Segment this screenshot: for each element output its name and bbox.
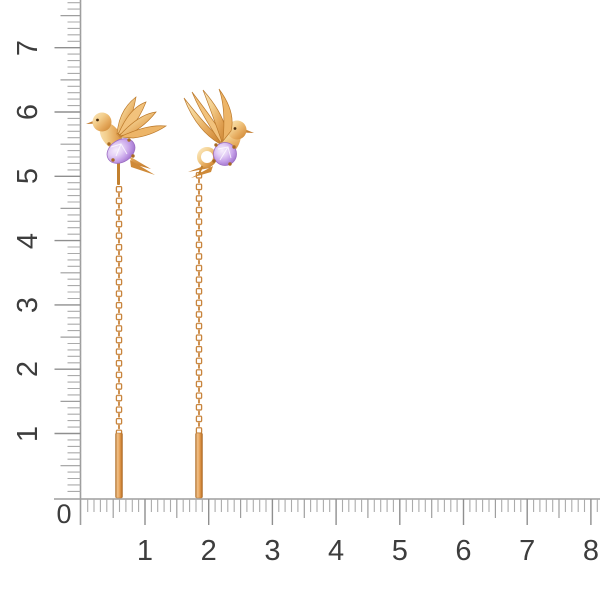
bird-head	[92, 112, 112, 132]
hummingbird-right	[183, 88, 254, 178]
v-ruler-label-5: 5	[11, 168, 44, 185]
tail-feather-icon	[191, 166, 213, 178]
h-ruler-minor-ticks	[87, 499, 598, 512]
v-ruler-label-6: 6	[11, 103, 44, 121]
v-ruler-label-1: 1	[11, 425, 44, 442]
earring-chain-right	[195, 172, 203, 434]
bird-wing	[116, 96, 168, 139]
amethyst-stone	[106, 138, 136, 164]
h-ruler-label-8: 8	[582, 534, 599, 567]
vertical-ruler	[54, 0, 82, 525]
h-ruler-label-1: 1	[136, 534, 154, 567]
bird-wing	[183, 88, 233, 145]
bird-eye-icon	[96, 118, 99, 122]
tail-feather-icon	[129, 156, 151, 169]
h-ruler-label-5: 5	[391, 534, 408, 567]
v-ruler-major-ticks	[54, 47, 81, 435]
v-ruler-label-7: 7	[11, 39, 44, 56]
h-ruler-label-3: 3	[264, 534, 281, 567]
h-ruler-label-7: 7	[519, 534, 536, 567]
stone-prongs	[107, 138, 135, 162]
h-ruler-label-6: 6	[455, 534, 472, 567]
v-ruler-label-4: 4	[11, 232, 44, 249]
hummingbird-left	[86, 96, 168, 185]
earring-chain-left	[115, 186, 123, 434]
hummingbird-earring-left	[86, 96, 168, 499]
hummingbird-earring-right	[183, 88, 254, 499]
horizontal-ruler	[54, 498, 600, 525]
h-ruler-half-ticks	[112, 499, 560, 518]
stone-facets	[217, 146, 232, 161]
h-ruler-label-2: 2	[200, 534, 217, 567]
threader-bar-left	[115, 432, 123, 499]
v-ruler-minor-ticks	[67, 2, 81, 492]
tail-feather-icon	[130, 160, 155, 175]
bird-eye-icon	[233, 127, 237, 130]
threader-bar-right	[195, 432, 203, 499]
v-ruler-label-2: 2	[11, 361, 44, 378]
stone-facets	[110, 143, 128, 157]
stone-prongs	[212, 143, 236, 166]
v-ruler-label-3: 3	[11, 296, 44, 313]
h-ruler-label-4: 4	[328, 534, 345, 567]
v-ruler-half-ticks	[60, 15, 81, 467]
ruler-origin-label: 0	[56, 498, 72, 529]
h-ruler-major-ticks	[144, 499, 592, 525]
gold-loop	[197, 147, 217, 167]
